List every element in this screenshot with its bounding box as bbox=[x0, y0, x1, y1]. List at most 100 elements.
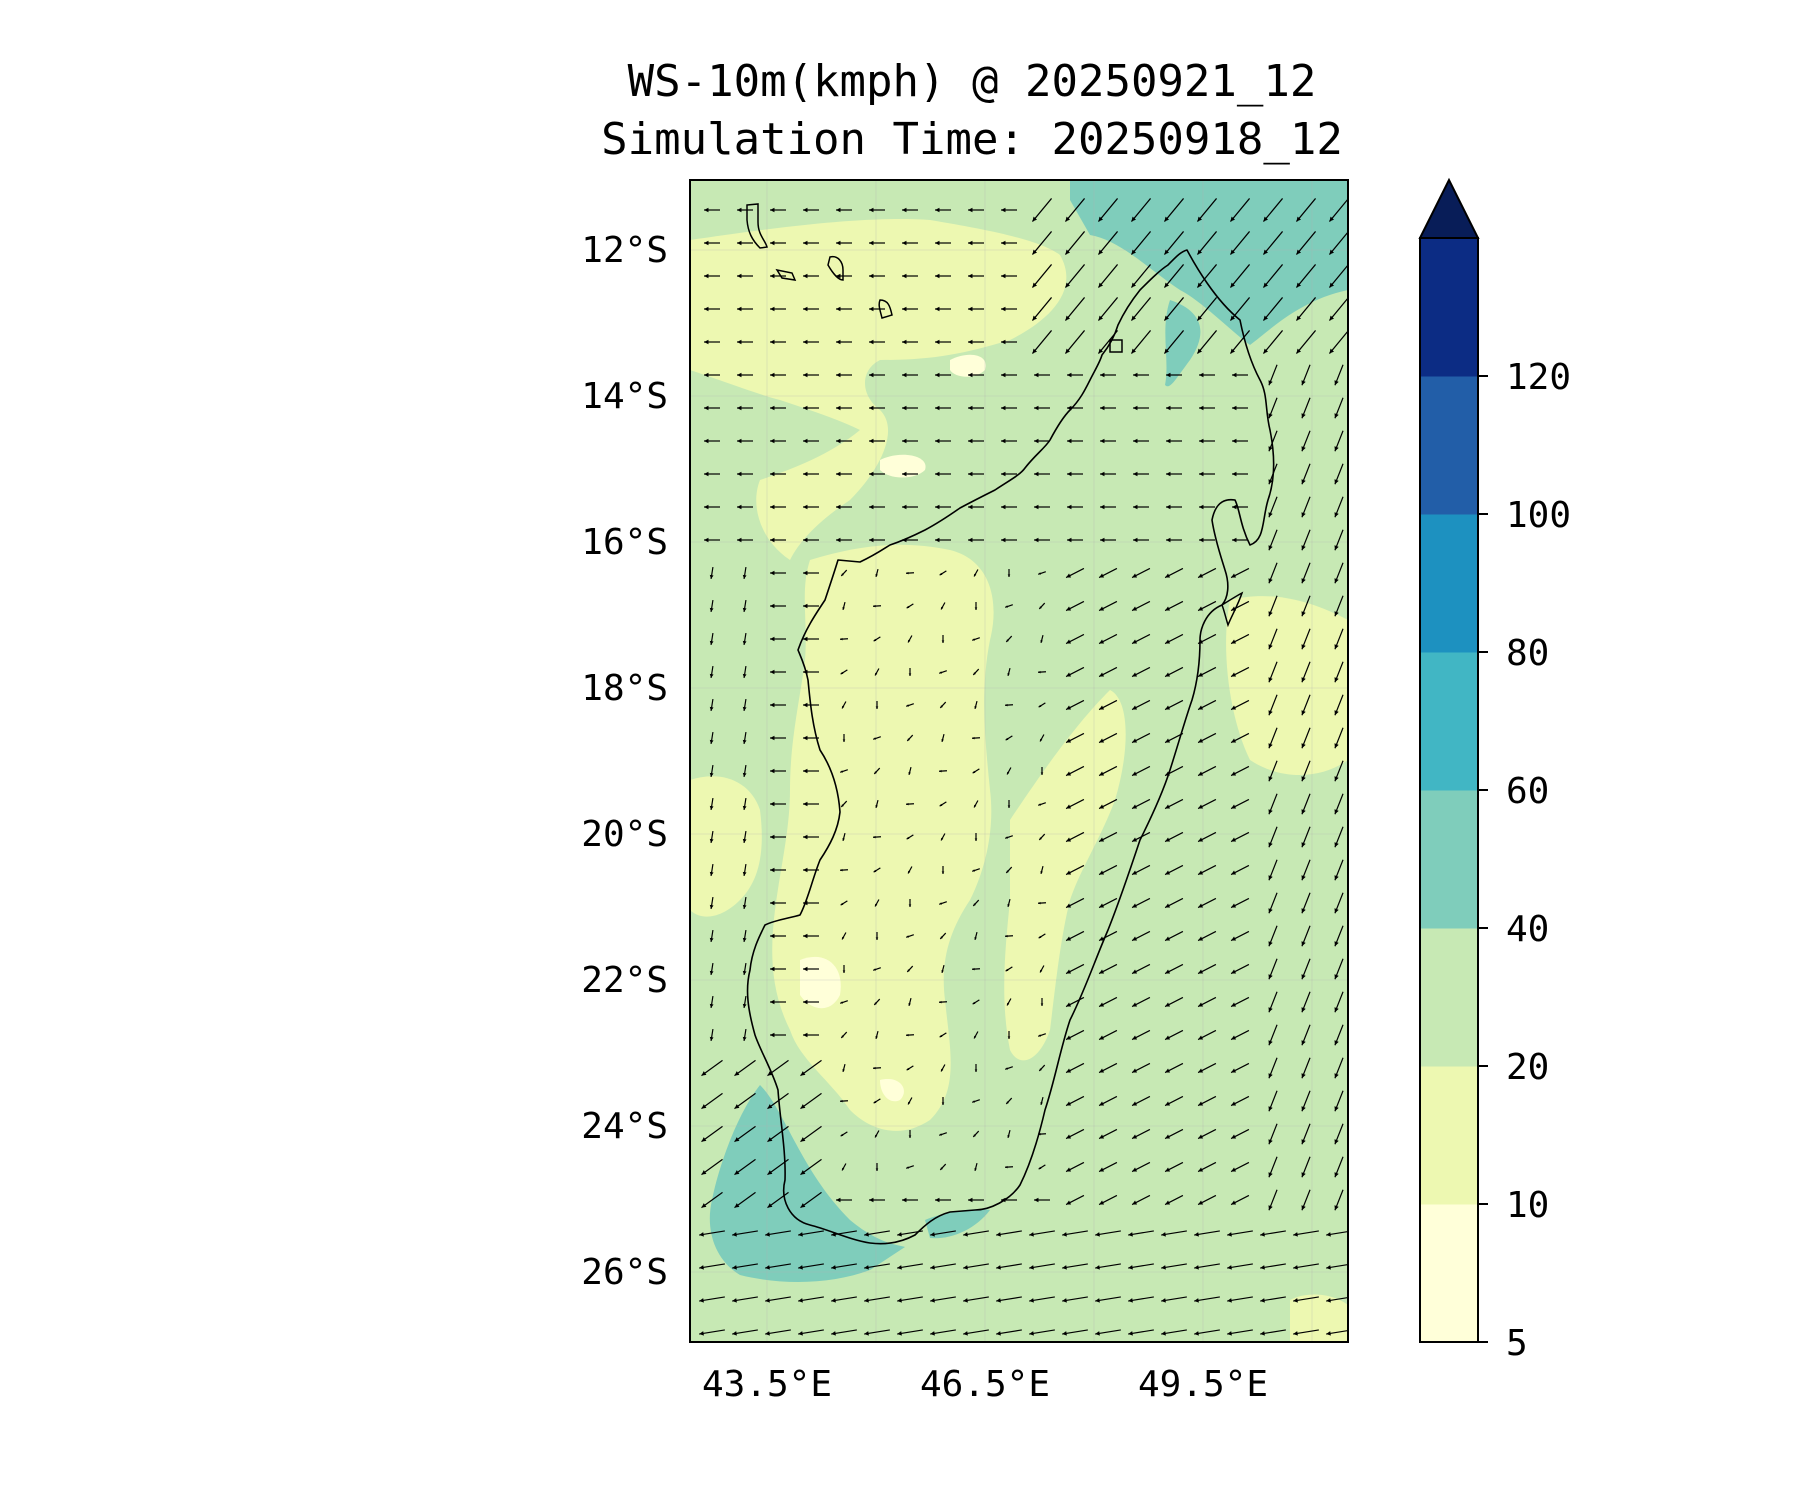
wind-arrow bbox=[1232, 438, 1248, 444]
wind-arrow bbox=[1133, 405, 1149, 411]
wind-arrow bbox=[1161, 1263, 1187, 1270]
wind-arrow bbox=[941, 1097, 945, 1105]
wind-arrow bbox=[906, 703, 914, 707]
wind-arrow bbox=[1301, 694, 1311, 716]
wind-arrow bbox=[1295, 330, 1317, 354]
wind-arrow bbox=[1166, 405, 1182, 411]
wind-arrow bbox=[1098, 996, 1118, 1008]
wind-arrow bbox=[742, 863, 747, 877]
wind-arrow bbox=[1007, 1031, 1011, 1039]
wind-arrow bbox=[1065, 963, 1085, 975]
wind-arrow bbox=[972, 868, 980, 872]
wind-arrow bbox=[737, 273, 753, 279]
wind-arrow bbox=[1295, 264, 1317, 288]
wind-arrow bbox=[803, 636, 819, 642]
wind-arrow bbox=[1100, 372, 1116, 378]
lat-tick-label: 18°S bbox=[581, 668, 668, 709]
wind-arrow bbox=[1164, 666, 1184, 678]
wind-arrow bbox=[941, 733, 945, 743]
wind-arrow bbox=[1293, 1230, 1319, 1237]
wind-arrow bbox=[770, 735, 786, 741]
wind-arrow bbox=[803, 834, 819, 840]
wind-arrow bbox=[1196, 198, 1218, 222]
wind-arrow bbox=[905, 1033, 915, 1037]
wind-arrow bbox=[872, 604, 882, 608]
wind-arrow bbox=[939, 932, 947, 940]
wind-arrow bbox=[930, 1296, 956, 1303]
colorbar-segment bbox=[1420, 1066, 1478, 1205]
wind-arrow bbox=[831, 1296, 857, 1303]
wind-arrow bbox=[1067, 504, 1083, 510]
wind-arrow bbox=[1007, 569, 1011, 577]
wind-arrow bbox=[1005, 735, 1013, 741]
wind-arrow bbox=[935, 405, 951, 411]
wind-arrow bbox=[1131, 1128, 1151, 1140]
wind-arrow bbox=[1164, 1062, 1184, 1074]
speed-zone-10-20-east-ocean bbox=[1226, 596, 1348, 775]
lat-tick-label: 14°S bbox=[581, 376, 668, 417]
wind-arrow bbox=[699, 1263, 725, 1270]
wind-arrow bbox=[968, 207, 984, 213]
wind-arrow bbox=[1038, 602, 1046, 610]
wind-arrow bbox=[1199, 438, 1215, 444]
wind-arrow bbox=[1334, 958, 1344, 980]
wind-arrow bbox=[940, 602, 946, 610]
wind-arrow bbox=[737, 306, 753, 312]
wind-arrow bbox=[1098, 897, 1118, 909]
wind-arrow bbox=[1131, 1029, 1151, 1041]
wind-arrow bbox=[869, 240, 885, 246]
wind-arrow bbox=[864, 1230, 890, 1237]
wind-arrow bbox=[941, 635, 945, 643]
wind-arrow bbox=[1199, 471, 1215, 477]
wind-arrow bbox=[872, 1066, 882, 1070]
wind-arrow bbox=[1131, 864, 1151, 876]
wind-arrow bbox=[1005, 1066, 1013, 1070]
wind-arrow bbox=[1268, 364, 1278, 386]
wind-arrow bbox=[803, 768, 819, 774]
wind-arrow bbox=[971, 736, 981, 740]
wind-arrow bbox=[935, 504, 951, 510]
wind-arrow bbox=[1131, 1095, 1151, 1107]
wind-arrow bbox=[869, 207, 885, 213]
colorbar-tick-label: 10 bbox=[1506, 1185, 1549, 1226]
wind-arrow bbox=[1131, 1062, 1151, 1074]
wind-arrow bbox=[1229, 264, 1251, 288]
wind-arrow bbox=[1230, 963, 1250, 975]
wind-arrow bbox=[1334, 727, 1344, 749]
wind-arrow bbox=[906, 1065, 914, 1071]
map-area bbox=[690, 180, 1348, 1342]
wind-arrow bbox=[1230, 699, 1250, 711]
wind-arrow bbox=[704, 240, 720, 246]
wind-arrow bbox=[709, 830, 714, 844]
speed-zone-10-20-north bbox=[690, 219, 1067, 561]
wind-arrow bbox=[1227, 1329, 1253, 1336]
wind-arrow bbox=[704, 372, 720, 378]
wind-arrow bbox=[803, 372, 819, 378]
wind-arrow bbox=[1230, 633, 1250, 645]
wind-arrow bbox=[770, 867, 786, 873]
wind-arrow bbox=[1031, 297, 1053, 321]
wind-arrow bbox=[935, 471, 951, 477]
wind-arrow bbox=[1006, 998, 1012, 1006]
wind-arrow bbox=[902, 372, 918, 378]
wind-arrow bbox=[902, 306, 918, 312]
wind-arrow bbox=[1197, 732, 1217, 744]
wind-arrow bbox=[864, 1263, 890, 1270]
wind-arrow bbox=[1230, 798, 1250, 810]
wind-arrow bbox=[938, 1000, 948, 1004]
wind-arrow bbox=[1095, 1230, 1121, 1237]
wind-arrow bbox=[1005, 866, 1013, 874]
wind-arrow bbox=[770, 1032, 786, 1038]
wind-arrow bbox=[968, 405, 984, 411]
wind-arrow bbox=[1334, 496, 1344, 518]
wind-arrow bbox=[968, 471, 984, 477]
wind-arrow bbox=[1128, 1296, 1154, 1303]
wind-arrow bbox=[941, 964, 945, 974]
wind-arrow bbox=[842, 734, 846, 742]
wind-arrow bbox=[1262, 297, 1284, 321]
wind-arrow bbox=[1062, 1296, 1088, 1303]
wind-arrow bbox=[1006, 767, 1012, 775]
wind-arrow bbox=[701, 1059, 723, 1077]
wind-arrow bbox=[1301, 892, 1311, 914]
wind-arrow bbox=[873, 767, 881, 775]
